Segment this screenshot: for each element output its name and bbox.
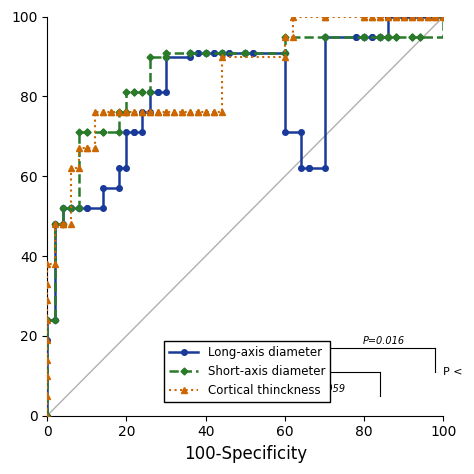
Text: P=0.016: P=0.016 xyxy=(363,336,405,346)
Text: P=0.059: P=0.059 xyxy=(303,384,346,394)
X-axis label: 100-Specificity: 100-Specificity xyxy=(184,445,307,463)
Text: P <: P < xyxy=(443,367,463,377)
Legend: Long-axis diameter, Short-axis diameter, Cortical thinckness: Long-axis diameter, Short-axis diameter,… xyxy=(164,341,330,402)
